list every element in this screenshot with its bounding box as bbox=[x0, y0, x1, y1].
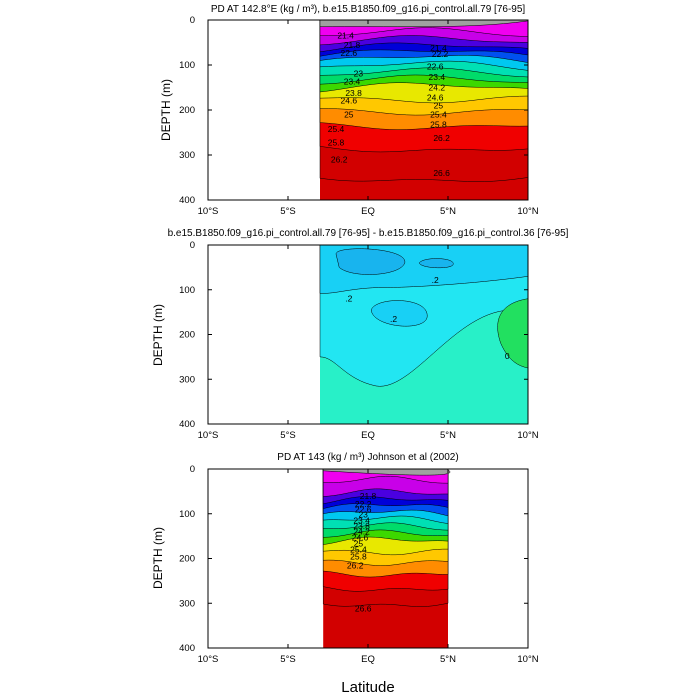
contour-label: 26.2 bbox=[433, 133, 450, 143]
y-tick-label: 400 bbox=[179, 643, 195, 654]
x-tick-label: 5°S bbox=[280, 206, 295, 217]
contour-label: 0 bbox=[505, 351, 510, 361]
contour-label: 25 bbox=[434, 101, 444, 111]
y-tick-label: 200 bbox=[179, 554, 195, 565]
panel-3-contour-labels: 21.822.222.62323.423.824.224.62525.425.8… bbox=[347, 491, 377, 614]
y-tick-label: 300 bbox=[179, 598, 195, 609]
y-tick-label: 100 bbox=[179, 509, 195, 520]
contour-label: 25.8 bbox=[430, 119, 447, 129]
y-tick-label: 0 bbox=[190, 15, 195, 26]
contour-label: 24.2 bbox=[429, 83, 446, 93]
x-tick-label: 10°S bbox=[198, 654, 219, 665]
y-tick-label: 200 bbox=[179, 105, 195, 116]
contour-label: .2 bbox=[345, 294, 352, 304]
panel-1-axes: 10°S 5°S EQ 5°N 10°N 0 100 200 300 400 bbox=[179, 15, 539, 217]
contour-label: 25 bbox=[344, 110, 354, 120]
x-tick-label: 5°S bbox=[280, 654, 295, 665]
x-tick-label: 10°S bbox=[198, 430, 219, 441]
y-tick-label: 100 bbox=[179, 285, 195, 296]
panel-2-plot-area bbox=[319, 245, 528, 424]
contour-label: 23.8 bbox=[345, 88, 362, 98]
contour-label: 25.8 bbox=[350, 552, 367, 562]
contour-label: 23 bbox=[358, 510, 368, 520]
x-tick-label: 10°N bbox=[517, 430, 538, 441]
y-tick-label: 0 bbox=[190, 240, 195, 251]
contour-label: 25.8 bbox=[328, 137, 345, 147]
y-tick-label: 400 bbox=[179, 195, 195, 206]
region-minus-0-4-b bbox=[370, 300, 428, 327]
x-tick-label: 5°S bbox=[280, 430, 295, 441]
y-tick-label: 200 bbox=[179, 330, 195, 341]
x-tick-label: 10°S bbox=[198, 206, 219, 217]
contour-label: 25.4 bbox=[328, 124, 345, 134]
region-minus-0-6-a bbox=[335, 248, 406, 275]
contour-label: 22.6 bbox=[427, 61, 444, 71]
panel-1-title: PD AT 142.8°E (kg / m³), b.e15.B1850.f09… bbox=[211, 4, 526, 15]
region-plus-0-2 bbox=[497, 298, 528, 369]
contour-label: 26.2 bbox=[331, 155, 348, 165]
contour-label: 21.4 bbox=[337, 30, 354, 40]
panel-2-axes: 10°S 5°S EQ 5°N 10°N 0 100 200 300 400 bbox=[179, 240, 539, 441]
contour-label: 26.2 bbox=[347, 561, 364, 571]
surface-layer bbox=[319, 20, 528, 28]
contour-label: 23.4 bbox=[344, 77, 361, 87]
panel-2-contour-labels: .2 .2 .2 0 bbox=[345, 275, 510, 361]
contour-label: 25.4 bbox=[350, 545, 367, 555]
contour-label: 24.6 bbox=[352, 532, 369, 542]
panel-2-title: b.e15.B1850.f09_g16.pi_control.all.79 [7… bbox=[168, 228, 569, 239]
panel-3-axes: 10°S 5°S EQ 5°N 10°N 0 100 200 300 400 bbox=[179, 464, 539, 665]
contour-label: 21.4 bbox=[430, 43, 447, 53]
contour-label: 22.6 bbox=[355, 504, 372, 514]
contour-label: .2 bbox=[432, 275, 439, 285]
contour-label: 21.8 bbox=[344, 40, 361, 50]
contour-label: 24.6 bbox=[341, 96, 358, 106]
contour-label: 26.6 bbox=[355, 604, 372, 614]
y-tick-label: 300 bbox=[179, 374, 195, 385]
contour-label: 22.6 bbox=[341, 48, 358, 58]
contour-label: 24.6 bbox=[427, 92, 444, 102]
x-tick-label: 10°N bbox=[517, 206, 538, 217]
panel-1: PD AT 142.8°E (kg / m³), b.e15.B1850.f09… bbox=[159, 4, 539, 217]
y-tick-label: 300 bbox=[179, 150, 195, 161]
contour-label: 22.2 bbox=[355, 499, 372, 509]
y-tick-label: 400 bbox=[179, 419, 195, 430]
y-tick-label: 100 bbox=[179, 60, 195, 71]
x-tick-label: EQ bbox=[361, 206, 375, 217]
region-minus-0-6-b bbox=[418, 258, 454, 269]
panel-2-ylabel: DEPTH (m) bbox=[151, 304, 165, 366]
contour-label: 22.2 bbox=[432, 49, 449, 59]
x-tick-label: 5°N bbox=[440, 206, 456, 217]
x-tick-label: EQ bbox=[361, 654, 375, 665]
panel-3-plot-area bbox=[322, 469, 451, 648]
panel-3-title: PD AT 143 (kg / m³) Johnson et al (2002) bbox=[277, 452, 458, 463]
contour-label: 23.8 bbox=[353, 521, 370, 531]
x-tick-label: 5°N bbox=[440, 430, 456, 441]
contour-label: 26.6 bbox=[433, 168, 450, 178]
contour-label: .2 bbox=[390, 314, 397, 324]
contour-label: 23.4 bbox=[429, 72, 446, 82]
contour-label: 25 bbox=[354, 538, 364, 548]
x-axis-label: Latitude bbox=[341, 679, 394, 696]
x-tick-label: 5°N bbox=[440, 654, 456, 665]
x-tick-label: 10°N bbox=[517, 654, 538, 665]
contour-label: 23.4 bbox=[353, 515, 370, 525]
panel-3: PD AT 143 (kg / m³) Johnson et al (2002)… bbox=[151, 452, 539, 665]
y-tick-label: 0 bbox=[190, 464, 195, 475]
contour-label: 24.2 bbox=[353, 527, 370, 537]
panel-3-ylabel: DEPTH (m) bbox=[151, 527, 165, 589]
contour-label: 21.8 bbox=[360, 491, 377, 501]
panel-2: b.e15.B1850.f09_g16.pi_control.all.79 [7… bbox=[151, 228, 569, 441]
contour-label: 25.4 bbox=[430, 110, 447, 120]
panel-1-plot-area bbox=[319, 20, 528, 200]
x-tick-label: EQ bbox=[361, 430, 375, 441]
contour-label: 23 bbox=[354, 69, 364, 79]
panel-1-ylabel: DEPTH (m) bbox=[159, 79, 173, 141]
